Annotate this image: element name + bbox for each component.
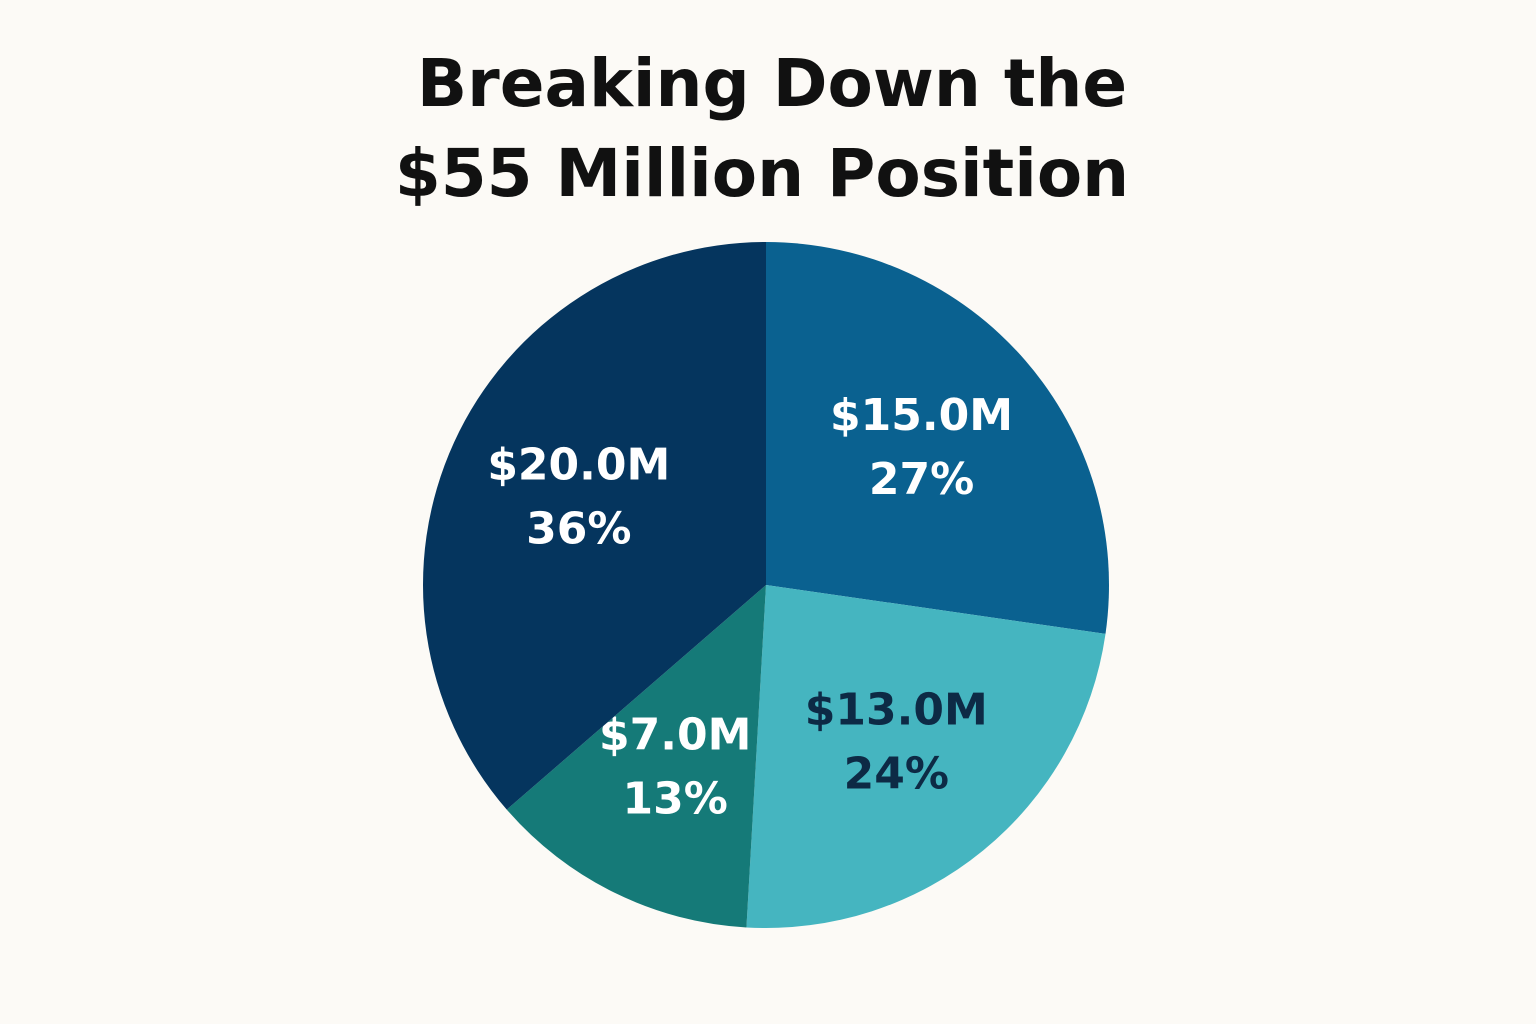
slice-value-label: $15.0M: [830, 390, 1013, 441]
slice-percent-label: 13%: [623, 774, 728, 825]
chart-title-line: Breaking Down the: [417, 45, 1127, 122]
slice-percent-label: 27%: [869, 454, 974, 505]
slice-value-label: $13.0M: [805, 684, 988, 735]
slice-percent-label: 24%: [844, 748, 949, 799]
pie-slice: [746, 585, 1106, 928]
pie-slice: [506, 585, 766, 928]
pie-slice: [766, 242, 1109, 634]
chart-title-line: $55 Million Position: [395, 135, 1129, 212]
slice-value-label: $7.0M: [599, 710, 751, 761]
slice-percent-label: 36%: [526, 504, 631, 555]
slice-value-label: $20.0M: [487, 440, 670, 491]
pie-slice: [422, 242, 766, 810]
